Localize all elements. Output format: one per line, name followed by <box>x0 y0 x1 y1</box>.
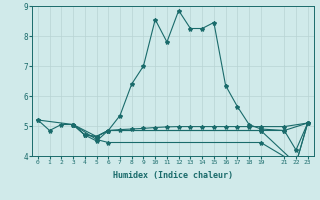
X-axis label: Humidex (Indice chaleur): Humidex (Indice chaleur) <box>113 171 233 180</box>
